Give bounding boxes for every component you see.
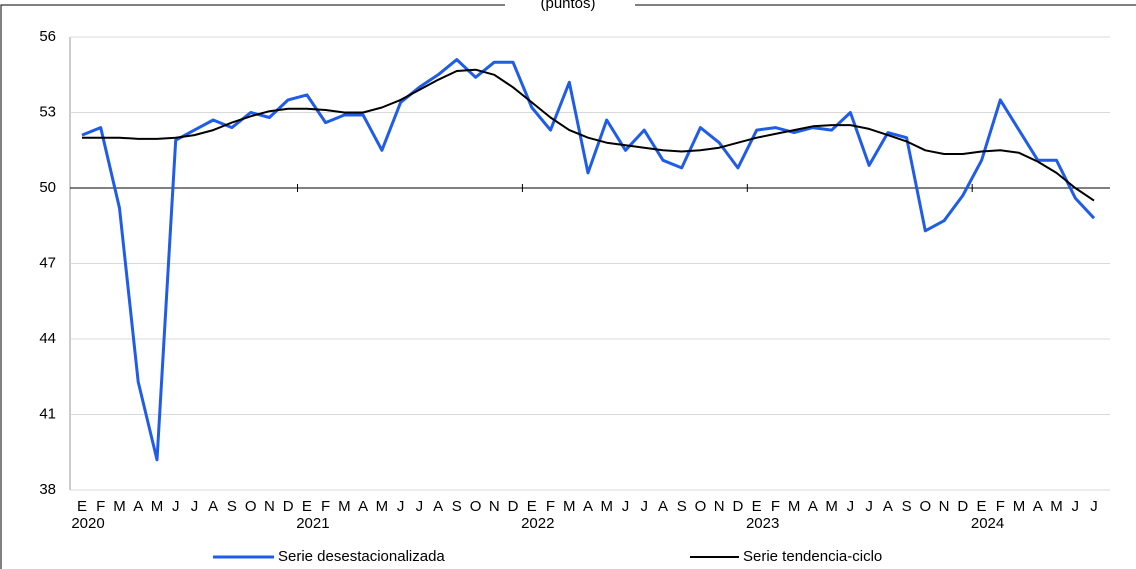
x-tick-label: S — [227, 498, 237, 515]
x-tick-label: O — [695, 498, 707, 515]
x-tick-label: E — [77, 498, 87, 515]
y-tick-label: 56 — [39, 28, 56, 45]
x-tick-label: A — [883, 498, 893, 515]
year-label: 2024 — [971, 515, 1004, 532]
x-tick-label: D — [957, 498, 968, 515]
x-tick-label: A — [808, 498, 818, 515]
x-tick-label: A — [1033, 498, 1043, 515]
x-tick-label: M — [563, 498, 576, 515]
x-tick-label: F — [996, 498, 1005, 515]
legend-label: Serie desestacionalizada — [278, 548, 445, 565]
x-tick-label: J — [865, 498, 873, 515]
x-tick-label: A — [358, 498, 368, 515]
chart-title: (puntos) — [540, 0, 595, 12]
x-tick-label: S — [902, 498, 912, 515]
y-tick-label: 47 — [39, 254, 56, 271]
x-tick-label: E — [527, 498, 537, 515]
x-tick-label: F — [96, 498, 105, 515]
x-tick-label: A — [208, 498, 218, 515]
year-label: 2020 — [71, 515, 104, 532]
frame — [0, 4, 1136, 569]
x-tick-label: O — [245, 498, 257, 515]
x-tick-label: D — [733, 498, 744, 515]
x-tick-label: M — [1013, 498, 1026, 515]
x-tick-label: M — [600, 498, 613, 515]
y-tick-label: 50 — [39, 179, 56, 196]
y-tick-label: 41 — [39, 405, 56, 422]
x-tick-label: F — [321, 498, 330, 515]
x-tick-label: J — [191, 498, 199, 515]
x-tick-label: N — [714, 498, 725, 515]
x-tick-label: S — [677, 498, 687, 515]
x-tick-label: M — [338, 498, 351, 515]
x-tick-label: O — [919, 498, 931, 515]
year-label: 2022 — [521, 515, 554, 532]
x-tick-label: J — [622, 498, 630, 515]
x-tick-label: A — [658, 498, 668, 515]
x-tick-label: S — [452, 498, 462, 515]
x-tick-label: A — [133, 498, 143, 515]
x-tick-label: D — [283, 498, 294, 515]
x-tick-label: J — [416, 498, 424, 515]
x-tick-label: N — [489, 498, 500, 515]
year-label: 2021 — [296, 515, 329, 532]
x-tick-label: D — [508, 498, 519, 515]
x-tick-label: F — [771, 498, 780, 515]
x-tick-label: J — [1090, 498, 1098, 515]
y-tick-label: 53 — [39, 103, 56, 120]
x-tick-label: J — [847, 498, 855, 515]
x-tick-label: M — [151, 498, 164, 515]
x-tick-label: O — [470, 498, 482, 515]
x-tick-label: J — [397, 498, 405, 515]
x-tick-label: M — [825, 498, 838, 515]
series-line — [81, 58, 1096, 462]
x-tick-label: E — [752, 498, 762, 515]
x-tick-label: M — [113, 498, 126, 515]
series-line — [82, 68, 1095, 202]
x-tick-label: M — [1050, 498, 1063, 515]
y-tick-label: 38 — [39, 481, 56, 498]
x-tick-label: N — [264, 498, 275, 515]
legend-label: Serie tendencia-ciclo — [743, 548, 882, 565]
x-tick-label: J — [1072, 498, 1080, 515]
x-tick-label: A — [433, 498, 443, 515]
x-tick-label: J — [172, 498, 180, 515]
y-tick-label: 44 — [39, 330, 56, 347]
x-tick-label: M — [788, 498, 801, 515]
x-tick-label: E — [302, 498, 312, 515]
x-tick-label: A — [583, 498, 593, 515]
x-tick-label: E — [977, 498, 987, 515]
x-tick-label: M — [376, 498, 389, 515]
x-tick-label: J — [640, 498, 648, 515]
year-label: 2023 — [746, 515, 779, 532]
title-bg — [505, 0, 635, 10]
x-tick-label: N — [939, 498, 950, 515]
x-tick-label: F — [546, 498, 555, 515]
